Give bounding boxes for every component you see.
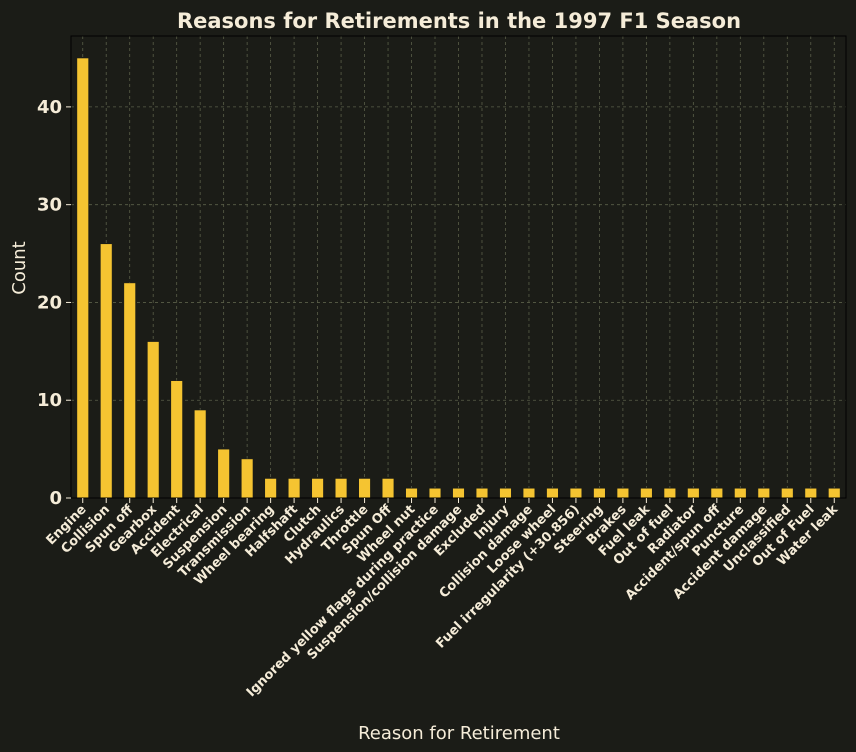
bar [428, 487, 442, 499]
y-axis-label: Count [9, 241, 30, 294]
bar [405, 487, 418, 499]
bar [710, 487, 724, 499]
bar [170, 380, 183, 499]
y-tick-label: 0 [49, 488, 62, 509]
y-tick-label: 20 [37, 292, 62, 313]
bar [264, 478, 277, 499]
bar [240, 458, 254, 499]
bar [147, 341, 160, 499]
bar [757, 487, 770, 499]
bar [123, 282, 136, 499]
bar [663, 487, 677, 499]
bar [593, 487, 606, 499]
bar [193, 409, 207, 499]
y-axis: 0 10 20 30 40 [37, 97, 71, 509]
bar [616, 487, 630, 499]
y-tick-label: 30 [37, 195, 62, 216]
grid [71, 36, 846, 499]
y-tick-label: 40 [37, 97, 62, 118]
bar [640, 487, 653, 499]
bar [828, 487, 841, 499]
bar [311, 478, 324, 499]
bar [334, 478, 348, 499]
bar [358, 478, 371, 499]
bar [452, 487, 465, 499]
bar [546, 487, 559, 499]
y-tick-label: 10 [37, 390, 62, 411]
bar [687, 487, 700, 499]
x-axis-label: Reason for Retirement [358, 723, 560, 744]
bars [76, 57, 841, 499]
bar [734, 487, 747, 499]
bar [781, 487, 794, 499]
bar [569, 487, 583, 499]
bar [804, 487, 817, 499]
bar [522, 487, 536, 499]
bar [100, 243, 113, 499]
bar [499, 487, 512, 499]
bar [76, 57, 89, 499]
bar [381, 478, 395, 499]
chart-title: Reasons for Retirements in the 1997 F1 S… [177, 9, 741, 33]
bar [217, 448, 230, 499]
bar [287, 478, 301, 499]
bar [475, 487, 489, 499]
